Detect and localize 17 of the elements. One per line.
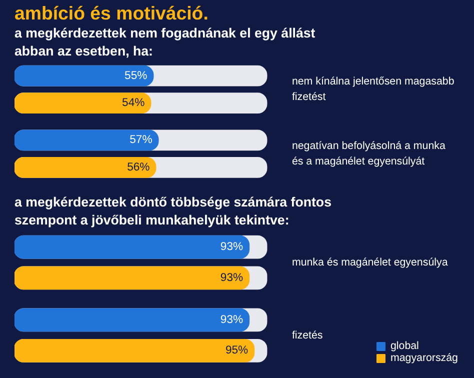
data-label: 93% xyxy=(220,314,244,326)
data-label: 54% xyxy=(122,97,145,110)
data-label: 93% xyxy=(220,272,244,284)
legend-label: magyarország xyxy=(390,352,458,364)
category-label: munka és magánélet egyensúlya xyxy=(292,256,448,268)
data-label: 56% xyxy=(127,161,150,174)
chart-title: ambíció és motiváció. xyxy=(14,2,208,24)
data-label: 55% xyxy=(124,70,148,82)
chart-subtitle: a megkérdezettek nem fogadnának el egy állást abban az esetben, ha: xyxy=(14,26,316,58)
category-label: fizetés xyxy=(292,329,323,342)
category-label: negatívan befolyásolná a munka és a magánélet egyensúlyát xyxy=(292,140,446,168)
category-label: nem kínálna jelentősen magasabb fizetést xyxy=(292,76,454,104)
data-label: 57% xyxy=(130,134,152,146)
data-label: 95% xyxy=(225,344,248,357)
data-label: 93% xyxy=(220,241,244,254)
legend-label: global xyxy=(390,340,419,352)
chart-title: a megkérdezettek döntő többsége számára fontos szempont a jövőbeli munkahelyük tekintve: xyxy=(14,194,332,228)
